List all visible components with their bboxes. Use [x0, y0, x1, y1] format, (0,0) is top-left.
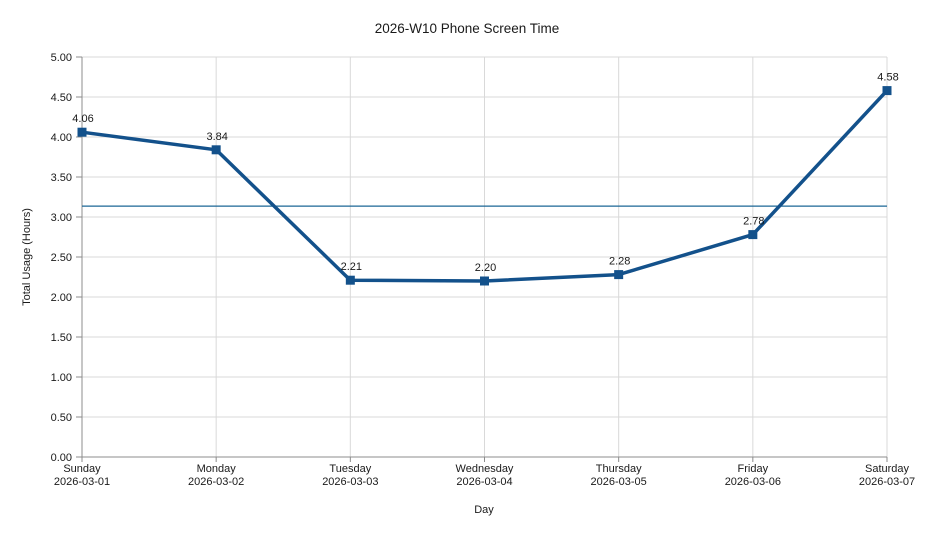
x-tick-label-day: Friday: [738, 463, 769, 475]
x-tick-label-date: 2026-03-07: [859, 476, 915, 488]
data-point-label: 3.84: [206, 131, 227, 143]
y-tick-label: 1.50: [51, 332, 72, 344]
data-point-label: 2.78: [743, 216, 764, 228]
data-point-label: 4.58: [877, 72, 898, 84]
x-tick-label-day: Tuesday: [329, 463, 371, 475]
x-tick-label-date: 2026-03-04: [456, 476, 512, 488]
y-axis-title: Total Usage (Hours): [21, 208, 33, 306]
data-point-label: 2.21: [341, 261, 362, 273]
y-tick-label: 0.50: [51, 412, 72, 424]
y-tick-label: 2.50: [51, 252, 72, 264]
y-tick-label: 4.00: [51, 132, 72, 144]
x-tick-label-date: 2026-03-06: [725, 476, 781, 488]
x-tick-label-date: 2026-03-03: [322, 476, 378, 488]
y-tick-label: 1.00: [51, 372, 72, 384]
data-point-label: 2.28: [609, 256, 630, 268]
y-tick-label: 3.00: [51, 212, 72, 224]
y-tick-label: 0.00: [51, 452, 72, 464]
data-point-marker: [480, 276, 489, 286]
y-tick-label: 3.50: [51, 172, 72, 184]
x-tick-label-date: 2026-03-05: [591, 476, 647, 488]
x-tick-label-day: Saturday: [865, 463, 910, 475]
y-tick-label: 5.00: [51, 52, 72, 64]
x-tick-label-day: Wednesday: [456, 463, 514, 475]
data-point-marker: [748, 230, 758, 240]
data-point-marker: [345, 275, 355, 285]
x-tick-label-date: 2026-03-02: [188, 476, 244, 488]
data-point-marker: [614, 270, 624, 280]
x-tick-label-date: 2026-03-01: [54, 476, 110, 488]
x-axis-title: Day: [474, 504, 494, 516]
data-point-marker: [882, 86, 892, 96]
chart-title: 2026-W10 Phone Screen Time: [375, 21, 560, 36]
y-tick-label: 2.00: [51, 292, 72, 304]
plot-area: 0.00 0.50 1.00 1.50 2.00 2.50 3.00 3.50 4.00 4.50…: [51, 52, 916, 488]
y-tick-label: 4.50: [51, 92, 72, 104]
x-tick-label-day: Thursday: [596, 463, 642, 475]
data-point-label: 2.20: [475, 262, 496, 274]
data-point-label: 4.06: [72, 113, 93, 125]
data-point-marker: [77, 127, 87, 137]
x-tick-label-day: Monday: [197, 463, 237, 475]
x-tick-label-day: Sunday: [63, 463, 101, 475]
data-point-marker: [211, 145, 221, 155]
